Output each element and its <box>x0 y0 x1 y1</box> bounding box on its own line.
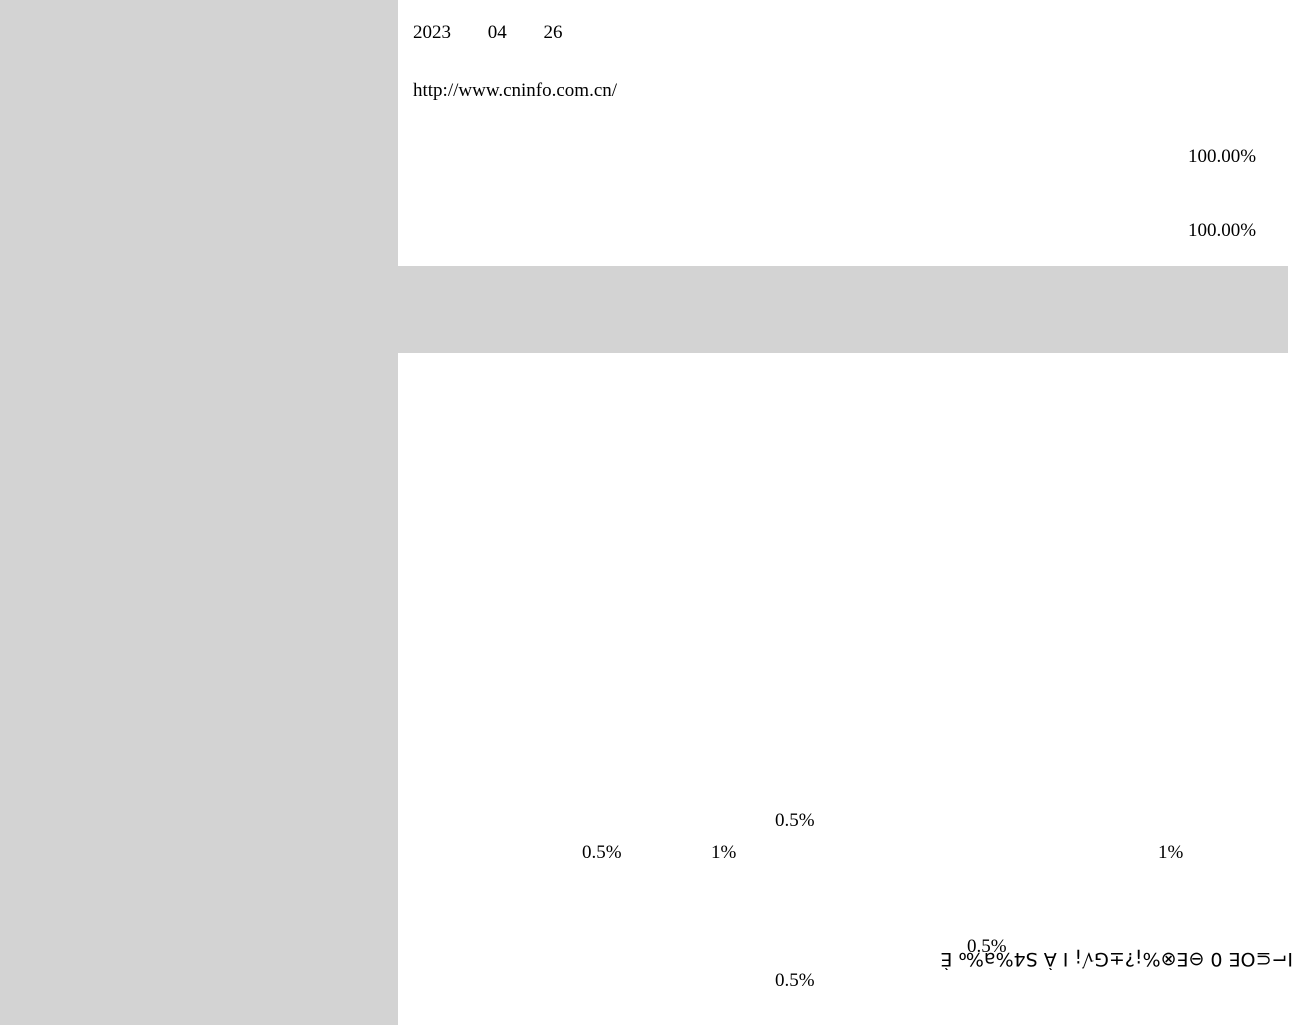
gray-band <box>398 266 1288 353</box>
rate-value: 0.5% <box>775 970 815 991</box>
rate-value: 1% <box>711 842 737 863</box>
rate-value: 0.5% <box>967 936 1007 957</box>
rate-value: 1% <box>1158 842 1184 863</box>
source-url[interactable]: http://www.cninfo.com.cn/ <box>413 80 618 101</box>
percentage-value-1: 100.00% <box>1188 146 1257 167</box>
date-year: 2023 <box>413 22 451 43</box>
date-month: 04 <box>487 22 507 43</box>
garbled-text: I⌐⊆OE 0 ⊖E⊗%¡?±G√¡ I À S4%a‰ È <box>940 948 1293 970</box>
rate-value: 0.5% <box>775 810 815 831</box>
date-day: 26 <box>543 22 563 43</box>
report-date: 2023 04 26 <box>413 22 563 44</box>
rate-value: 0.5% <box>582 842 622 863</box>
percentage-value-2: 100.00% <box>1188 220 1257 241</box>
left-gray-panel <box>0 0 398 1025</box>
